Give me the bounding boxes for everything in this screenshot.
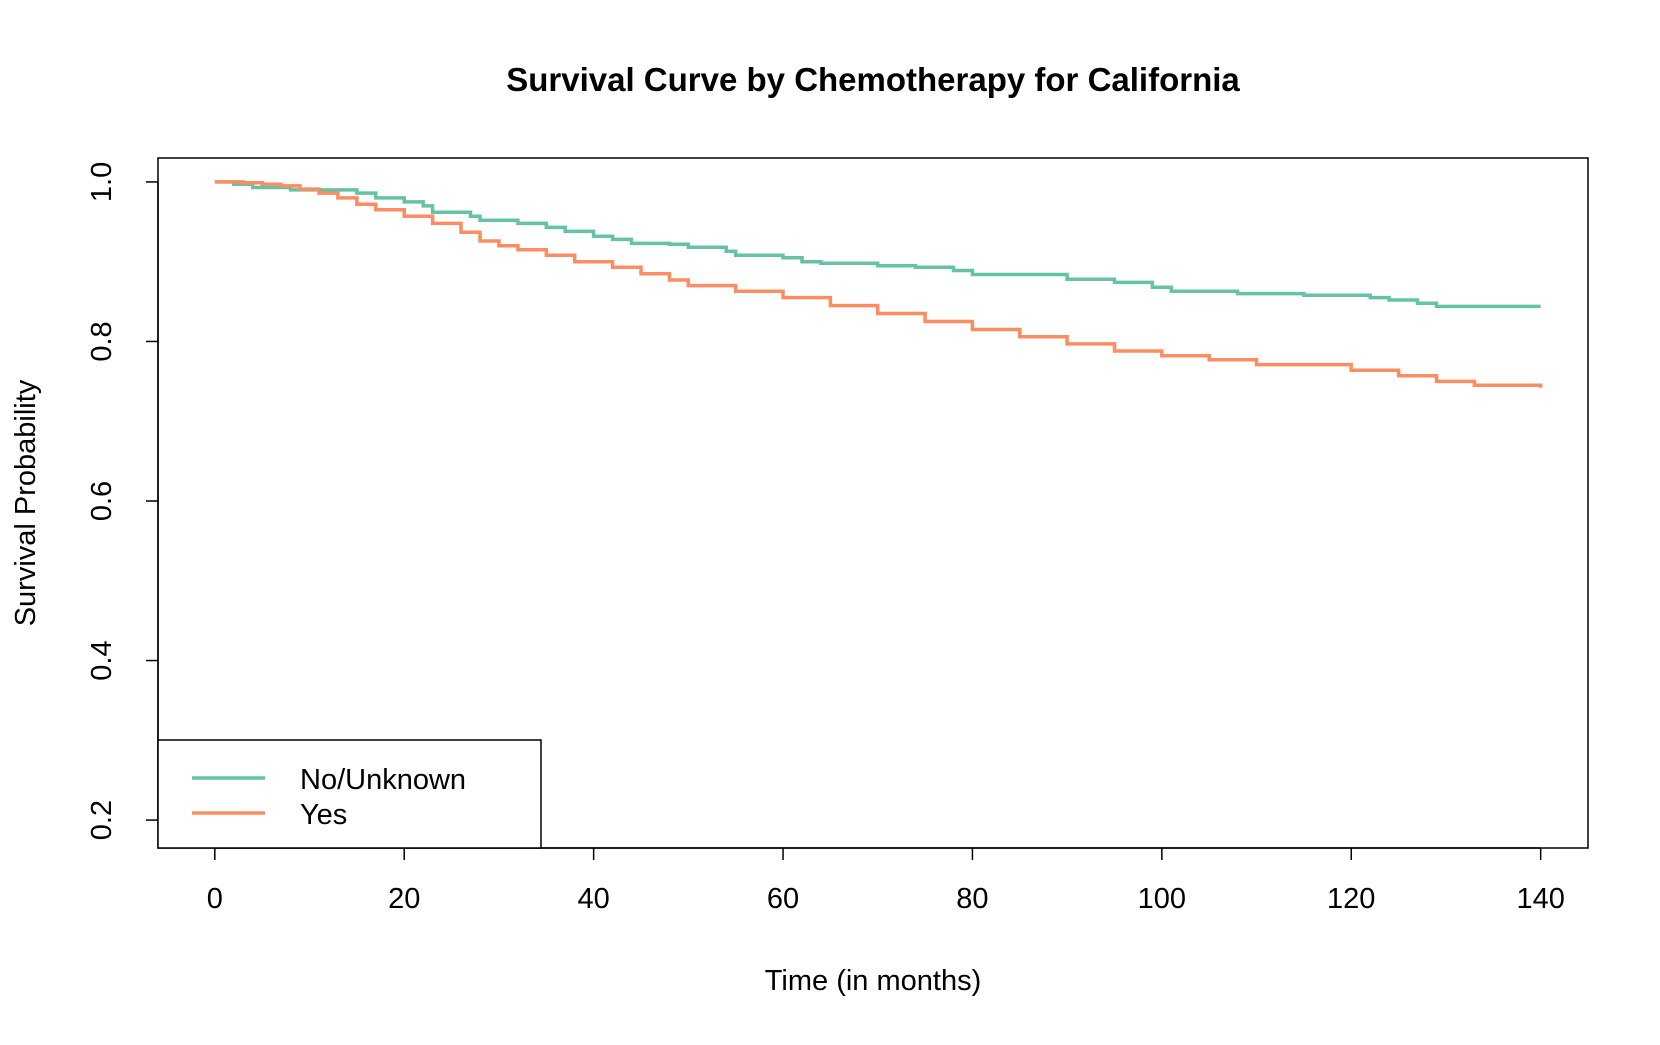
x-tick-label: 40 — [577, 883, 609, 915]
x-tick-label: 60 — [767, 883, 799, 915]
x-axis-label: Time (in months) — [765, 965, 981, 997]
y-axis-label: Survival Probability — [10, 379, 42, 626]
x-axis: 0 20 40 60 80 100 120 140 — [207, 847, 1565, 915]
y-axis: 0.2 0.4 0.6 0.8 1.0 — [86, 162, 159, 840]
series-line-yes — [214, 180, 1543, 388]
legend-label-yes: Yes — [300, 799, 347, 831]
y-tick-label: 0.6 — [86, 481, 118, 521]
y-tick-label: 0.2 — [86, 800, 118, 840]
series-layer — [214, 180, 1543, 388]
x-tick-label: 100 — [1138, 883, 1186, 915]
x-tick-label: 140 — [1516, 883, 1564, 915]
chart-title: Survival Curve by Chemotherapy for Calif… — [506, 61, 1240, 98]
legend-label-no-unknown: No/Unknown — [300, 764, 466, 796]
x-tick-label: 20 — [388, 883, 420, 915]
y-tick-label: 0.8 — [86, 321, 118, 361]
legend: No/Unknown Yes — [157, 739, 542, 849]
legend-box — [157, 739, 542, 849]
x-tick-label: 80 — [956, 883, 988, 915]
x-tick-label: 120 — [1327, 883, 1375, 915]
y-tick-label: 1.0 — [86, 162, 118, 202]
y-tick-label: 0.4 — [86, 640, 118, 680]
x-tick-label: 0 — [207, 883, 223, 915]
series-line-no-unknown — [214, 180, 1541, 309]
